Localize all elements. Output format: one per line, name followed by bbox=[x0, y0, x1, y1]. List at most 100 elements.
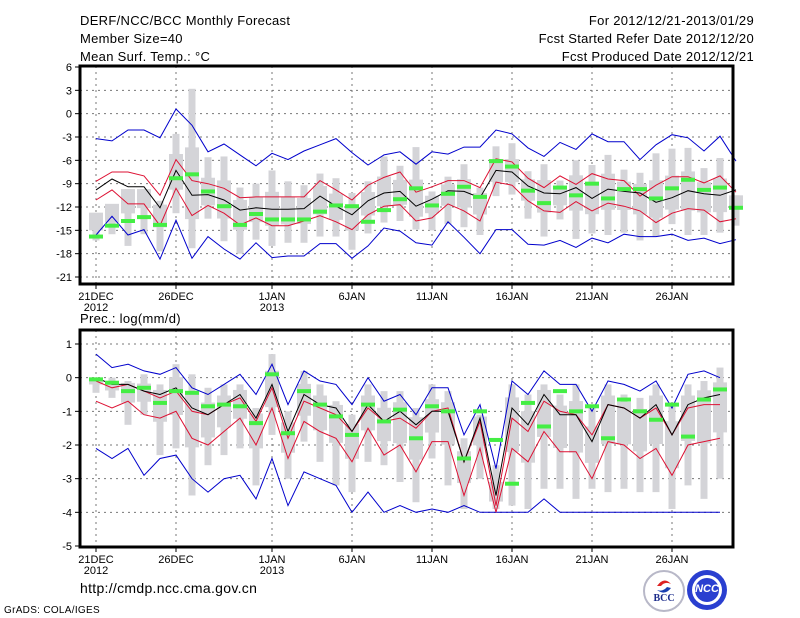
observed-marker bbox=[553, 185, 567, 190]
ncc-logo-text: NCC bbox=[695, 583, 719, 595]
precip-panel-title: Prec.: log(mm/d) bbox=[80, 311, 181, 326]
observed-marker bbox=[361, 402, 375, 407]
member-iqr-box bbox=[105, 381, 119, 391]
temperature-panel-title: Mean Surf. Temp.: °C bbox=[80, 49, 211, 64]
observed-marker bbox=[233, 404, 247, 409]
y-tick-label: -15 bbox=[56, 225, 72, 237]
observed-marker bbox=[329, 414, 343, 419]
observed-marker bbox=[537, 424, 551, 429]
bcc-logo: BCC bbox=[643, 570, 685, 612]
member-range-bar bbox=[140, 189, 148, 235]
member-iqr-box bbox=[153, 389, 167, 422]
y-tick-label: -21 bbox=[56, 272, 72, 284]
member-iqr-box bbox=[393, 402, 407, 444]
member-iqr-box bbox=[169, 377, 183, 416]
y-tick-label: 1 bbox=[66, 339, 72, 351]
observed-marker bbox=[281, 431, 295, 436]
observed-marker bbox=[393, 407, 407, 412]
member-iqr-box bbox=[553, 187, 567, 206]
observed-marker bbox=[185, 172, 199, 177]
observed-marker bbox=[473, 409, 487, 414]
observed-marker bbox=[697, 187, 711, 192]
y-tick-label: 0 bbox=[66, 109, 72, 121]
source-url[interactable]: http://cmdp.ncc.cma.gov.cn bbox=[80, 580, 258, 596]
observed-marker bbox=[313, 209, 327, 214]
series-line-max bbox=[95, 353, 721, 469]
series-line-min bbox=[95, 215, 737, 261]
observed-marker bbox=[489, 159, 503, 164]
member-iqr-box bbox=[633, 183, 647, 215]
grads-credit: GrADS: COLA/IGES bbox=[4, 605, 100, 616]
member-range-bar bbox=[92, 377, 100, 393]
chart-title: DERF/NCC/BCC Monthly Forecast bbox=[80, 13, 291, 28]
y-tick-label: 0 bbox=[66, 373, 72, 385]
observed-marker bbox=[665, 402, 679, 407]
x-tick-label: 26DEC bbox=[158, 291, 194, 303]
x-tick-year-label: 2012 bbox=[84, 565, 108, 577]
member-iqr-box bbox=[585, 426, 599, 463]
observed-marker bbox=[313, 402, 327, 407]
observed-marker bbox=[153, 400, 167, 405]
member-iqr-box bbox=[569, 401, 583, 453]
observed-marker bbox=[377, 419, 391, 424]
series-line-mean bbox=[95, 377, 721, 496]
member-iqr-box bbox=[633, 408, 647, 452]
series-line-lower bbox=[95, 181, 737, 231]
observed-marker bbox=[665, 186, 679, 191]
member-iqr-box bbox=[569, 175, 583, 211]
y-tick-label: -6 bbox=[62, 155, 72, 167]
member-iqr-box bbox=[697, 390, 711, 444]
observed-marker bbox=[505, 481, 519, 486]
member-iqr-box bbox=[329, 404, 343, 443]
x-tick-year-label: 2013 bbox=[260, 302, 284, 314]
observed-marker bbox=[265, 217, 279, 222]
y-tick-label: -9 bbox=[62, 179, 72, 191]
observed-marker bbox=[617, 187, 631, 192]
observed-marker bbox=[361, 219, 375, 224]
y-tick-label: 3 bbox=[66, 85, 72, 97]
forecast-period-label: For 2012/12/21-2013/01/29 bbox=[588, 13, 754, 28]
member-iqr-box bbox=[377, 407, 391, 442]
observed-marker bbox=[217, 204, 231, 209]
observed-marker bbox=[569, 409, 583, 414]
observed-marker bbox=[649, 417, 663, 422]
observed-marker bbox=[297, 389, 311, 394]
observed-marker bbox=[681, 177, 695, 182]
observed-marker bbox=[585, 404, 599, 409]
member-iqr-box bbox=[521, 411, 535, 463]
observed-marker bbox=[409, 436, 423, 441]
x-tick-label: 26JAN bbox=[655, 291, 688, 303]
observed-marker bbox=[121, 389, 135, 394]
member-iqr-box bbox=[89, 212, 103, 231]
y-tick-label: -5 bbox=[62, 541, 72, 553]
observed-marker bbox=[169, 176, 183, 181]
x-tick-label: 26JAN bbox=[655, 554, 688, 566]
observed-marker bbox=[201, 404, 215, 409]
y-tick-label: -3 bbox=[62, 132, 72, 144]
member-range-bar bbox=[332, 401, 340, 486]
observed-marker bbox=[345, 432, 359, 437]
observed-marker bbox=[249, 421, 263, 426]
observed-marker bbox=[201, 189, 215, 194]
member-iqr-box bbox=[729, 195, 743, 206]
observed-marker bbox=[345, 204, 359, 209]
member-range-bar bbox=[476, 414, 484, 479]
x-tick-label: 16JAN bbox=[495, 554, 528, 566]
member-iqr-box bbox=[313, 185, 327, 215]
observed-marker bbox=[457, 456, 471, 461]
observed-marker bbox=[217, 402, 231, 407]
observed-marker bbox=[713, 387, 727, 392]
observed-marker bbox=[617, 397, 631, 402]
member-iqr-box bbox=[553, 405, 567, 449]
x-tick-year-label: 2013 bbox=[260, 565, 284, 577]
member-size-label: Member Size=40 bbox=[80, 31, 183, 46]
member-iqr-box bbox=[537, 389, 551, 437]
observed-marker bbox=[569, 193, 583, 198]
member-iqr-box bbox=[313, 395, 327, 431]
series-line-upper bbox=[95, 158, 737, 201]
observed-marker bbox=[457, 184, 471, 189]
y-tick-label: -2 bbox=[62, 440, 72, 452]
member-iqr-box bbox=[137, 189, 151, 209]
